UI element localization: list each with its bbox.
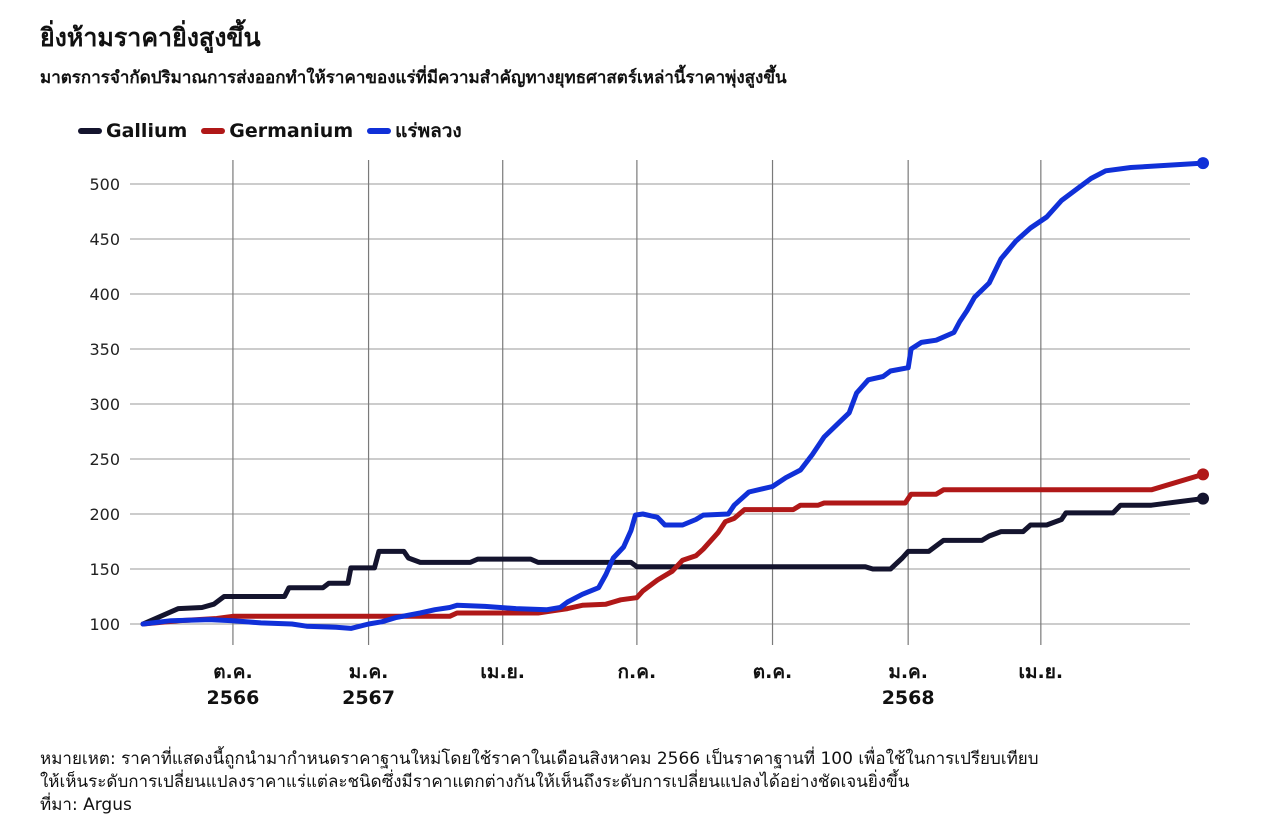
x-tick-label: เม.ย. bbox=[1019, 661, 1064, 683]
x-tick-label: เม.ย. bbox=[480, 661, 525, 683]
grid-layer bbox=[130, 160, 1190, 645]
chart-footnote: หมายเหต: ราคาที่แสดงนี้ถูกนำมากำหนดราคาฐ… bbox=[40, 748, 1260, 817]
x-tick-year-label: 2566 bbox=[206, 687, 259, 709]
y-tick-label: 500 bbox=[89, 175, 120, 194]
y-tick-label: 200 bbox=[89, 505, 120, 524]
y-tick-label: 300 bbox=[89, 395, 120, 414]
source-line: ที่มา: Argus bbox=[40, 795, 132, 815]
series-line-0 bbox=[140, 496, 1206, 627]
y-tick-label: 150 bbox=[89, 560, 120, 579]
legend-label-antimony: แร่พลวง bbox=[395, 120, 462, 142]
chart-title: ยิ่งห้ามราคายิ่งสูงขึ้น bbox=[40, 23, 261, 52]
legend-swatch-gallium bbox=[78, 128, 102, 134]
note-line-2: ให้เห็นระดับการเปลี่ยนแปลงราคาแร่แต่ละชน… bbox=[40, 772, 910, 792]
series-endpoint-0 bbox=[1197, 492, 1210, 505]
x-tick-label: ม.ค. bbox=[888, 661, 928, 683]
x-tick-label: ต.ค. bbox=[753, 661, 792, 683]
series-layer bbox=[140, 157, 1210, 631]
line-chart: 100 150 200 250 300 350 400 450 500 ต.ค. 2566 ม.ค. 2… bbox=[89, 157, 1210, 709]
x-tick-label: ก.ค. bbox=[618, 661, 657, 683]
legend-swatch-antimony bbox=[367, 128, 392, 134]
series-line-2 bbox=[140, 160, 1206, 631]
series-endpoint-2 bbox=[1197, 157, 1210, 170]
y-tick-label: 250 bbox=[89, 450, 120, 469]
label-layer: 100 150 200 250 300 350 400 450 500 ต.ค. 2566 ม.ค. 2… bbox=[89, 175, 1063, 709]
series-line-1 bbox=[140, 471, 1206, 627]
legend-item-germanium: Germanium bbox=[201, 120, 353, 142]
legend-label-germanium: Germanium bbox=[229, 120, 354, 142]
legend-label-gallium: Gallium bbox=[106, 120, 188, 142]
legend-swatch-germanium bbox=[201, 128, 226, 134]
y-tick-label: 400 bbox=[89, 285, 120, 304]
x-tick-label: ต.ค. bbox=[213, 661, 252, 683]
y-tick-label: 100 bbox=[89, 615, 120, 634]
series-endpoint-1 bbox=[1197, 468, 1210, 481]
x-tick-label: ม.ค. bbox=[349, 661, 389, 683]
chart-legend: Gallium Germanium แร่พลวง bbox=[78, 116, 462, 146]
y-tick-label: 350 bbox=[89, 340, 120, 359]
chart-subtitle: มาตรการจำกัดปริมาณการส่งออกทำให้ราคาของแ… bbox=[40, 68, 787, 88]
legend-item-antimony: แร่พลวง bbox=[367, 116, 462, 146]
y-tick-label: 450 bbox=[89, 230, 120, 249]
x-tick-year-label: 2568 bbox=[882, 687, 935, 709]
legend-item-gallium: Gallium bbox=[78, 120, 187, 142]
note-line-1: หมายเหต: ราคาที่แสดงนี้ถูกนำมากำหนดราคาฐ… bbox=[40, 749, 1039, 769]
x-tick-year-label: 2567 bbox=[342, 687, 395, 709]
